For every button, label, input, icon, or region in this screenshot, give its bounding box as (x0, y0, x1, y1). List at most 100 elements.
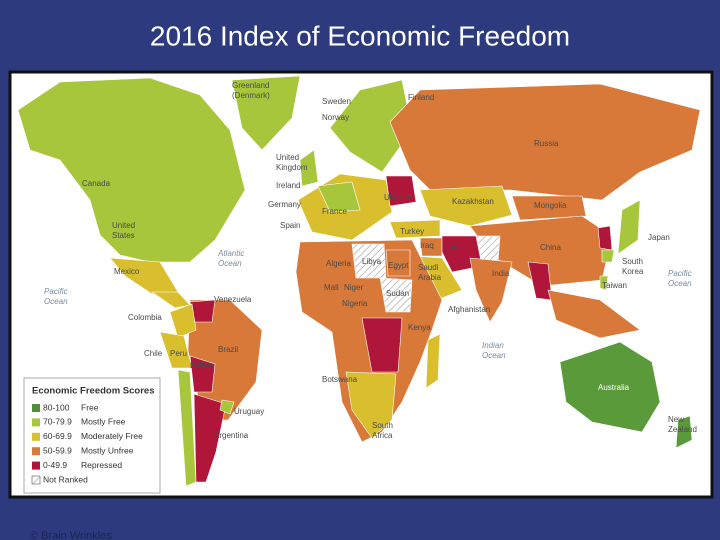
uk (299, 149, 319, 187)
map-label: Mongolia (534, 201, 567, 210)
colombia (169, 303, 197, 339)
legend-range: 50-59.9 (43, 445, 72, 455)
map-label: Turkey (400, 227, 424, 236)
madagascar (425, 333, 441, 389)
australia (559, 341, 661, 433)
legend-label: Moderately Free (81, 431, 143, 441)
legend-range: 60-69.9 (43, 431, 72, 441)
libya (351, 243, 387, 279)
greenland (231, 75, 301, 151)
argentina (193, 393, 227, 483)
map-label: Greenland (232, 81, 269, 90)
legend-label: Mostly Unfree (81, 445, 134, 455)
map-label: Sweden (322, 97, 351, 106)
south-korea (601, 249, 615, 263)
map-label: Argentina (214, 431, 249, 440)
map-label: Niger (344, 283, 363, 292)
bolivia (189, 355, 216, 393)
map-label: India (492, 269, 510, 278)
india (469, 257, 513, 323)
legend-range: 70-79.9 (43, 417, 72, 427)
map-label: Norway (322, 113, 349, 122)
copyright: © Brain Wrinkles (30, 530, 112, 540)
map-label: States (112, 231, 135, 240)
map-label: South (372, 421, 393, 430)
map-label: Canada (82, 179, 111, 188)
map-label: Taiwan (602, 281, 627, 290)
map-label: Kenya (408, 323, 431, 332)
map-label: United (276, 153, 299, 162)
map-label: Sudan (386, 289, 409, 298)
legend-title: Economic Freedom Scores (32, 386, 154, 397)
ocean-label: Ocean (44, 297, 68, 306)
legend-label: Mostly Free (81, 417, 126, 427)
central-africa (361, 317, 403, 373)
legend-range: 80-100 (43, 402, 70, 412)
ocean-label: Atlantic (217, 249, 244, 258)
map-label: Afghanistan (448, 305, 490, 314)
legend-swatch (31, 475, 41, 485)
taiwan (599, 275, 609, 291)
map-label: Korea (622, 267, 644, 276)
legend-swatch (32, 418, 40, 427)
legend-swatch (32, 447, 40, 456)
map-label: Venezuela (214, 295, 252, 304)
map-label: Russia (534, 139, 559, 148)
legend-box (23, 377, 161, 494)
map-label: Mali (324, 283, 339, 292)
map-label: Kingdom (276, 163, 308, 172)
map-label: Africa (372, 431, 393, 440)
mongolia (511, 195, 587, 221)
southeast-asia (547, 289, 641, 339)
map-label: Zealand (668, 425, 697, 434)
north-korea (597, 225, 613, 251)
map-label: Chile (144, 349, 163, 358)
legend-swatch (32, 432, 40, 441)
egypt (385, 249, 411, 277)
north-america (17, 77, 246, 263)
map-label: Kazakhstan (452, 197, 494, 206)
ocean-label: Pacific (668, 269, 692, 278)
central-europe (317, 181, 361, 213)
map-label: Mexico (114, 267, 140, 276)
map-label: Brazil (218, 345, 238, 354)
map-label: Germany (268, 200, 301, 209)
sudan (379, 277, 413, 313)
legend-swatch (32, 461, 40, 470)
map-label: Spain (280, 221, 300, 230)
map-label: Finland (408, 93, 434, 102)
southern-africa (345, 371, 397, 439)
map-label: Japan (648, 233, 670, 242)
map-label: Ukraine (384, 193, 412, 202)
ocean-label: Pacific (44, 287, 68, 296)
map-label: (Denmark) (232, 91, 270, 100)
map: Greenland (Denmark) Sweden Finland Norwa… (8, 70, 714, 499)
japan (617, 199, 641, 255)
legend-swatch (32, 404, 40, 412)
map-label: Iran (444, 243, 458, 252)
ocean-label: Ocean (218, 259, 242, 268)
uruguay (219, 399, 235, 415)
map-label: South (622, 257, 643, 266)
map-labels: Greenland (Denmark) Sweden Finland Norwa… (44, 81, 697, 440)
map-label: Egypt (388, 261, 409, 270)
legend-label: Not Ranked (43, 474, 88, 484)
map-label: Algeria (326, 259, 351, 268)
map-label: Arabia (418, 273, 442, 282)
kazakhstan (419, 185, 513, 227)
ocean-label: Indian (482, 341, 504, 350)
map-label: Ireland (276, 181, 300, 190)
map-label: Bolivia (190, 361, 214, 370)
map-label: United (112, 221, 135, 230)
ocean-label: Ocean (482, 351, 506, 360)
legend-range: 0-49.9 (43, 460, 67, 470)
map-label: Peru (170, 349, 187, 358)
legend-label: Repressed (81, 460, 122, 470)
map-label: Australia (598, 383, 630, 392)
map-label: Iraq (420, 241, 434, 250)
map-label: France (322, 207, 347, 216)
ocean-label: Ocean (668, 279, 692, 288)
map-label: Saudi (418, 263, 439, 272)
legend: Economic Freedom Scores 80-100 Free 70-79.… (23, 377, 161, 494)
